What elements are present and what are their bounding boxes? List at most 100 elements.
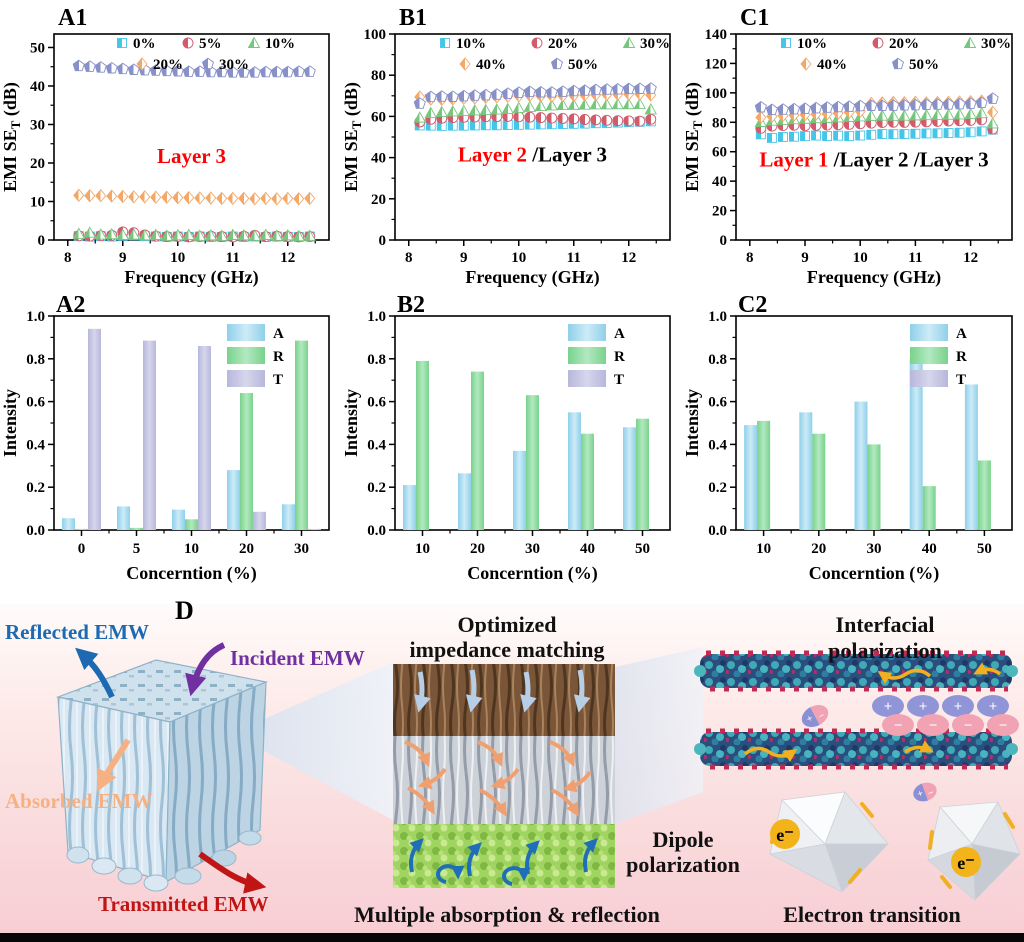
svg-text:+: + (919, 699, 928, 715)
svg-text:10: 10 (170, 250, 185, 266)
svg-text:30%: 30% (981, 36, 1011, 52)
svg-text:60: 60 (712, 145, 727, 161)
svg-text:10: 10 (756, 541, 771, 557)
svg-text:30%: 30% (640, 36, 670, 52)
y-axis-label: Intensity (682, 389, 702, 457)
svg-text:10%: 10% (265, 36, 295, 52)
optimized-title-line2: impedance matching (410, 637, 605, 662)
series-30% (413, 97, 658, 123)
positive-charge-row: + + + + (872, 695, 1009, 717)
svg-text:R: R (614, 349, 625, 365)
y-axis: 0.0 0.2 0.4 0.6 0.8 1.0 (26, 309, 54, 539)
reflected-emw-arrow (75, 647, 115, 699)
electron-transition-caption: Electron transition (783, 902, 960, 927)
svg-text:5: 5 (133, 541, 141, 557)
svg-text:−: − (926, 787, 935, 799)
svg-text:60: 60 (371, 109, 386, 125)
svg-text:40: 40 (580, 541, 595, 557)
chart-B2-intensity-bars: B2 0.0 0.2 0.4 0.6 0.8 1.0 10 20 30 40 50 Concerntio… (341, 292, 671, 584)
electron-symbol: e⁻ (957, 853, 975, 873)
svg-text:30: 30 (30, 117, 45, 133)
svg-text:30%: 30% (219, 57, 249, 73)
svg-text:11: 11 (908, 250, 922, 266)
mxene-sheet-upper (694, 650, 1018, 692)
layer-annotation: Layer 2 /Layer 3 (458, 143, 607, 167)
panel-label-D: D (175, 596, 194, 625)
svg-text:9: 9 (119, 250, 127, 266)
svg-text:30: 30 (525, 541, 540, 557)
svg-text:A: A (273, 326, 284, 342)
transmitted-emw-label: Transmitted EMW (98, 892, 269, 916)
svg-text:0.8: 0.8 (26, 352, 45, 368)
svg-text:30: 30 (867, 541, 882, 557)
svg-text:140: 140 (705, 27, 728, 43)
y-axis: 0 20 40 60 80 100 120 140 (705, 27, 736, 249)
bars-R (757, 420, 991, 530)
chart-A1-emi-set-vs-frequency: A1 0 10 20 30 40 50 8 9 10 11 12 Frequency (GHz) EMI … (0, 5, 330, 288)
svg-text:−: − (894, 718, 903, 734)
layered-cross-section (393, 664, 615, 888)
incident-emw-label: Incident EMW (230, 646, 365, 670)
svg-text:+: + (884, 699, 893, 715)
svg-text:12: 12 (280, 250, 295, 266)
svg-text:40: 40 (30, 79, 45, 95)
svg-text:0.0: 0.0 (708, 523, 727, 539)
svg-text:1.0: 1.0 (708, 309, 727, 325)
optimized-title-line1: Optimized (458, 612, 557, 637)
svg-text:11: 11 (567, 250, 581, 266)
chart-B1-emi-set-vs-frequency: B1 0 20 40 60 80 100 8 9 10 11 12 Frequency (GHz) EMI… (341, 5, 671, 288)
svg-text:1.0: 1.0 (26, 309, 45, 325)
x-axis: 0 5 10 20 30 (78, 530, 309, 557)
reflected-wave-arrows (409, 838, 598, 886)
svg-text:9: 9 (460, 250, 468, 266)
dipole-label-line2: polarization (626, 852, 740, 877)
svg-text:−: − (929, 718, 938, 734)
svg-text:120: 120 (705, 56, 728, 72)
y-axis: 0 10 20 30 40 50 (30, 40, 54, 249)
projection-beam-left (262, 662, 393, 820)
svg-text:11: 11 (226, 250, 240, 266)
svg-text:20: 20 (811, 541, 826, 557)
svg-text:0.2: 0.2 (708, 480, 727, 496)
dipole-label-line1: Dipole (652, 827, 713, 852)
x-axis-label: Concerntion (%) (809, 563, 939, 584)
svg-text:0.4: 0.4 (708, 437, 727, 453)
svg-text:8: 8 (746, 250, 754, 266)
projection-beam-right (615, 647, 703, 824)
x-axis-label: Frequency (GHz) (807, 267, 941, 288)
svg-text:T: T (273, 372, 283, 388)
svg-text:0.8: 0.8 (367, 352, 386, 368)
bars-R (75, 340, 308, 530)
svg-text:40: 40 (371, 151, 386, 167)
legend: ART (568, 324, 625, 388)
svg-text:20: 20 (371, 192, 386, 208)
series-10% (72, 226, 317, 242)
svg-text:A: A (614, 326, 625, 342)
svg-text:R: R (273, 349, 284, 365)
legend: 10% 20% 30% 40% 50% (781, 36, 1011, 73)
svg-text:40: 40 (712, 174, 727, 190)
svg-text:50%: 50% (568, 57, 598, 73)
chart-C2-intensity-bars: C2 0.0 0.2 0.4 0.6 0.8 1.0 10 20 30 40 50 Concerntio… (682, 292, 1013, 584)
x-axis: 8 9 10 11 12 (405, 240, 657, 266)
series-20% (73, 188, 316, 206)
y-axis: 0.0 0.2 0.4 0.6 0.8 1.0 (367, 309, 395, 539)
x-axis-label: Concerntion (%) (467, 563, 597, 584)
svg-text:80: 80 (712, 115, 727, 131)
x-axis-label: Concerntion (%) (126, 563, 256, 584)
y-axis: 0.0 0.2 0.4 0.6 0.8 1.0 (708, 309, 736, 539)
crystal-polyhedron-left: e⁻ (768, 791, 889, 893)
panel-D-mechanism-diagram: D Reflected EMW Incident EMW Absorbed EM… (0, 596, 1024, 933)
porous-structure-illustration (55, 659, 269, 892)
bars-A (403, 412, 636, 530)
svg-text:0.4: 0.4 (367, 437, 386, 453)
svg-text:10%: 10% (456, 36, 486, 52)
absorbed-wave-arrows (404, 740, 592, 817)
chart-A2-intensity-bars: A2 0.0 0.2 0.4 0.6 0.8 1.0 0 5 10 20 30 Concerntion … (0, 292, 330, 584)
layer-annotation: Layer 1 /Layer 2 /Layer 3 (759, 147, 988, 171)
mxene-sheet-lower (694, 728, 1018, 770)
multiple-absorption-caption: Multiple absorption & reflection (354, 902, 660, 927)
legend: 10% 20% 30% 40% 50% (440, 36, 670, 73)
svg-text:20%: 20% (548, 36, 578, 52)
svg-text:T: T (956, 372, 966, 388)
